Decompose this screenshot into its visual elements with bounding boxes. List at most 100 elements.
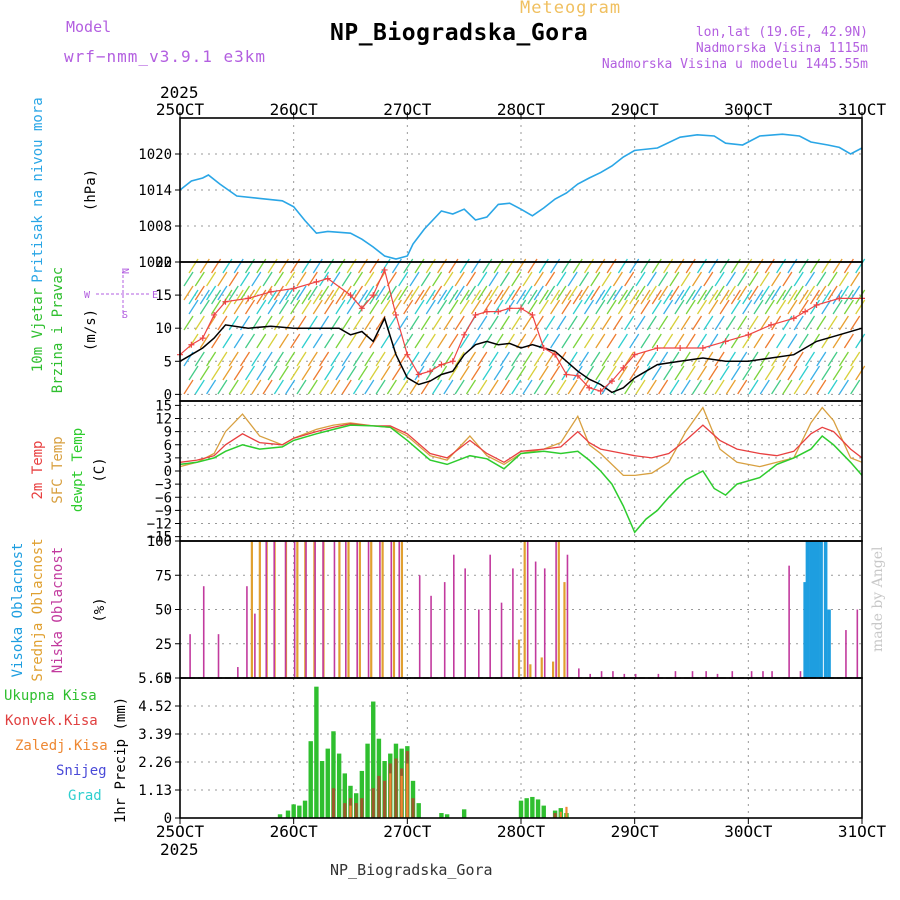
cloud-unit: (%): [92, 597, 108, 622]
cloud-low-bar: [189, 634, 191, 678]
ytick-label-temperature: 6: [164, 438, 172, 454]
wind-barb: [771, 379, 782, 395]
cloud-mid-bar: [258, 541, 261, 678]
wind-barb: [782, 285, 793, 301]
wind-barb: [583, 299, 595, 315]
wind-barb: [290, 333, 301, 349]
cloud-low-bar: [345, 541, 347, 678]
wind-barb: [719, 289, 730, 305]
wind-barb: [369, 258, 380, 274]
wind-barb: [251, 271, 262, 287]
wind-barb: [188, 365, 199, 381]
wind-barb: [748, 271, 759, 287]
precip-conv-bar: [377, 775, 381, 818]
wind-barb: [578, 351, 590, 367]
wind-barb: [233, 299, 244, 315]
wind-barb: [640, 365, 651, 381]
wind-barb: [832, 289, 843, 305]
wind-barb: [816, 285, 827, 301]
wind-barb: [301, 289, 312, 305]
wind-barb: [561, 333, 572, 349]
wind-barb: [493, 365, 504, 381]
wind-gust-marker: [211, 311, 218, 318]
wind-gust-marker: [677, 345, 684, 352]
cloud-low-bar: [390, 541, 393, 678]
cloud-low-bar: [418, 575, 421, 678]
wind-barb: [550, 258, 561, 274]
wind-barb: [737, 315, 748, 331]
wind-barb: [482, 258, 493, 274]
ytick-label-pressure: 1008: [138, 219, 172, 235]
wind-barb: [330, 271, 341, 287]
wind-barb: [787, 258, 798, 274]
wind-barb: [725, 285, 736, 301]
cloud-low-bar: [555, 541, 557, 678]
wind-gust-marker: [415, 371, 422, 378]
wind-barb: [482, 365, 493, 381]
wind-barb: [211, 365, 222, 381]
wind-barb: [312, 333, 323, 349]
precip-total-bar: [314, 686, 319, 818]
wind-barb: [561, 289, 572, 305]
wind-barb: [346, 333, 357, 349]
wind-barb: [674, 289, 685, 305]
wind-gust-marker: [188, 341, 195, 348]
wind-barb: [222, 258, 233, 274]
cloud-high-bar: [827, 609, 831, 678]
precip-conv-bar: [354, 803, 358, 818]
wind-barb: [533, 315, 544, 331]
wind-barb: [855, 299, 866, 315]
wind-barb: [324, 299, 335, 315]
wind-barb: [776, 365, 787, 381]
wind-barb: [312, 289, 323, 305]
wind-barb: [312, 365, 323, 381]
wind-barb: [595, 289, 606, 305]
station-title: NP_Biogradska_Gora: [330, 20, 589, 46]
wind-barb: [809, 289, 821, 305]
wind-gust-marker: [449, 358, 456, 365]
wind-barb: [375, 315, 386, 331]
wind-barb: [448, 289, 459, 305]
wind-barb: [233, 365, 244, 381]
cloud-low-bar: [314, 541, 316, 678]
wind-barb: [658, 379, 669, 395]
precip-total-bar: [302, 800, 308, 818]
wind-barb: [352, 379, 364, 395]
ytick-label-temperature: 12: [155, 412, 172, 428]
ytick-label-precip: 0: [164, 811, 172, 827]
wind-gust-marker: [597, 388, 604, 395]
wind-barbs: [183, 258, 866, 395]
wind-barb: [606, 299, 617, 315]
wind-barb: [244, 333, 256, 349]
wind-barb: [199, 365, 210, 381]
precip-legend-2: Zaledj.Kisa: [15, 738, 108, 754]
wind-gust-marker: [813, 302, 820, 309]
cloud-low-bar: [489, 554, 491, 678]
wind-gust-marker: [836, 295, 843, 302]
wind-barb: [669, 379, 680, 395]
wind-barb: [330, 379, 341, 395]
ytick-label-precip: 2.26: [138, 755, 172, 771]
wind-barb: [798, 299, 809, 315]
wind-gust-marker: [574, 372, 581, 379]
wind-barb: [459, 258, 470, 274]
wind-barb: [256, 299, 267, 315]
ytick-label-temperature: 3: [164, 451, 172, 467]
wind-barb: [832, 258, 843, 274]
wind-barb: [278, 258, 289, 274]
wind-barb: [855, 258, 866, 274]
wind-gust-marker: [586, 384, 593, 391]
wind-barb: [663, 333, 674, 349]
wind-barb: [663, 365, 674, 381]
wind-barb: [251, 351, 262, 367]
wind-barb: [737, 271, 748, 287]
wind-barb: [572, 299, 583, 315]
wind-barb: [533, 285, 544, 301]
wind-barb: [617, 258, 628, 274]
wind-barb: [375, 379, 386, 395]
wind-gust-marker: [370, 292, 377, 299]
cloud-low-bar: [705, 671, 707, 678]
wind-gust-marker: [529, 311, 536, 318]
cloud-low-label: Niska Oblacnost: [50, 547, 66, 673]
precip-conv-bar: [360, 798, 364, 818]
